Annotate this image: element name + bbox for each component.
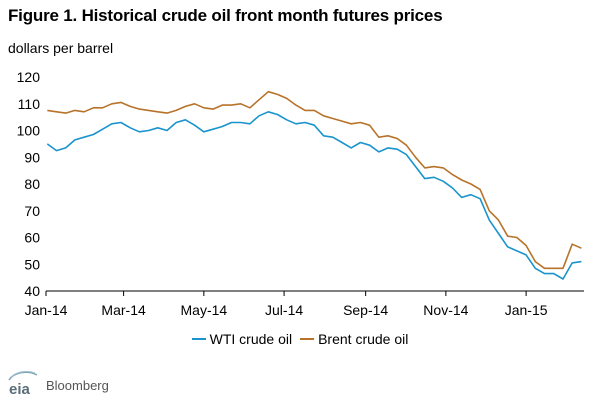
y-tick-label: 40 bbox=[24, 283, 40, 299]
svg-text:eia: eia bbox=[9, 381, 31, 398]
x-tick-label: Jul-14 bbox=[265, 302, 303, 318]
legend-label: Brent crude oil bbox=[318, 331, 409, 347]
chart-axes: 40 50 60 70 80 90 100 110 120 Jan-14 Mar-14 May-14 J… bbox=[17, 69, 584, 318]
y-tick-label: 110 bbox=[18, 96, 41, 112]
x-tick-label: Jan-14 bbox=[25, 302, 68, 318]
legend-swatch bbox=[191, 338, 206, 340]
legend-item: Brent crude oil bbox=[300, 331, 408, 347]
x-tick-label: Mar-14 bbox=[101, 302, 146, 318]
chart-legend: WTI crude oil Brent crude oil bbox=[0, 327, 600, 347]
source-text: Bloomberg bbox=[46, 378, 109, 393]
chart-title: Figure 1. Historical crude oil front mon… bbox=[8, 6, 443, 25]
x-tick-label: Sep-14 bbox=[343, 302, 388, 318]
legend-item: WTI crude oil bbox=[191, 331, 293, 347]
x-tick-label: Nov-14 bbox=[423, 302, 468, 318]
source-footer: eia Bloomberg bbox=[0, 368, 200, 398]
y-tick-label: 70 bbox=[24, 203, 40, 219]
legend-swatch bbox=[300, 338, 315, 340]
y-tick-label: 80 bbox=[24, 176, 40, 192]
legend-label: WTI crude oil bbox=[209, 331, 293, 347]
y-tick-label: 100 bbox=[17, 123, 41, 139]
series-line-brent-crude-oil bbox=[47, 90, 582, 270]
y-tick-label: 120 bbox=[17, 69, 41, 85]
x-tick-label: May-14 bbox=[181, 302, 228, 318]
series-line-wti-crude-oil bbox=[46, 111, 582, 280]
chart-series bbox=[46, 90, 582, 280]
y-axis-label: dollars per barrel bbox=[8, 40, 114, 56]
x-tick-label: Jan-15 bbox=[505, 302, 548, 318]
y-tick-label: 50 bbox=[24, 256, 40, 272]
eia-logo: eia bbox=[8, 370, 38, 398]
y-tick-label: 60 bbox=[24, 230, 40, 246]
y-tick-label: 90 bbox=[24, 149, 40, 165]
